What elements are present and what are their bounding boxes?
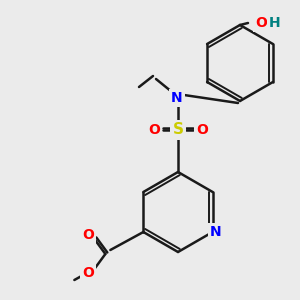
Text: O: O (82, 228, 94, 242)
Text: O: O (196, 123, 208, 137)
Text: O: O (255, 16, 267, 30)
Text: O: O (82, 266, 94, 280)
Text: S: S (172, 122, 184, 137)
Text: O: O (148, 123, 160, 137)
Text: N: N (210, 225, 221, 239)
Text: N: N (171, 91, 183, 105)
Text: H: H (269, 16, 281, 30)
